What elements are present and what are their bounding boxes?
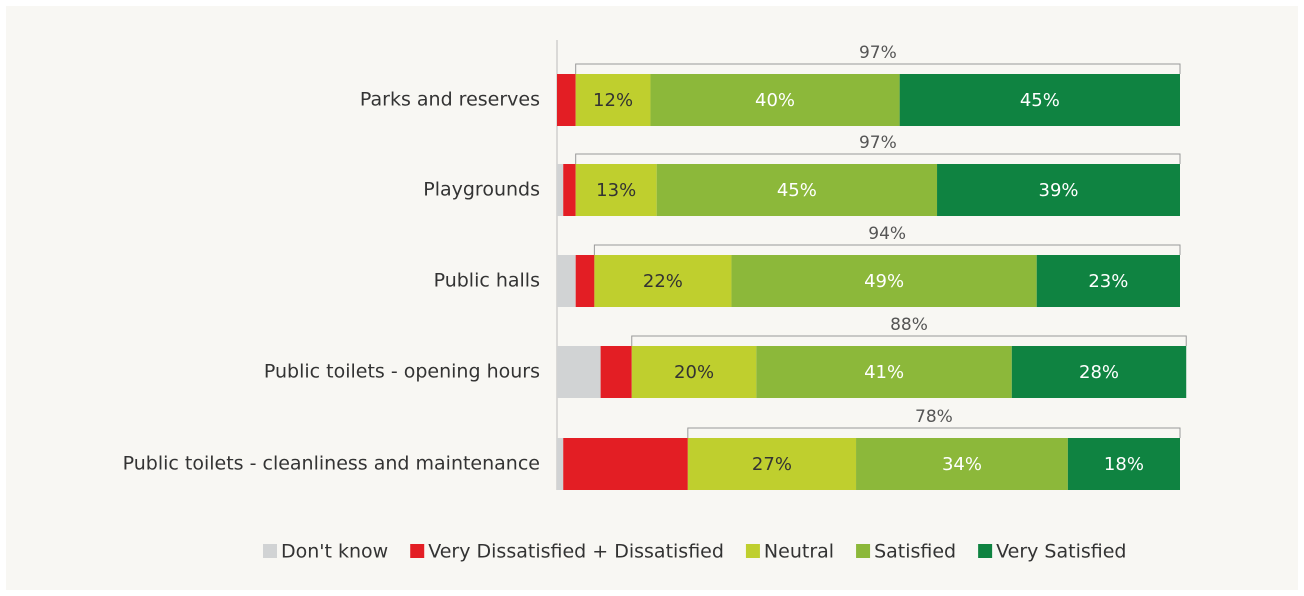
- legend-label: Very Satisfied: [996, 541, 1126, 563]
- bar-segment: [856, 438, 1068, 490]
- total-label: 88%: [890, 315, 928, 335]
- legend-label: Don't know: [281, 541, 388, 563]
- total-bracket: [631, 335, 1187, 346]
- value-label: 13%: [596, 180, 636, 201]
- value-label: 23%: [1088, 271, 1128, 292]
- total-bracket: [687, 427, 1181, 438]
- bar-segment: [557, 74, 576, 126]
- bar-segment: [575, 164, 657, 216]
- total-label: 97%: [859, 43, 897, 63]
- value-label: 41%: [864, 362, 904, 383]
- bar-segment: [600, 346, 632, 398]
- total-label: 97%: [859, 133, 897, 153]
- category-label: Playgrounds: [423, 179, 540, 201]
- legend-swatch: [745, 544, 760, 558]
- value-label: 34%: [942, 454, 982, 475]
- total-bracket: [593, 244, 1181, 255]
- value-label: 45%: [777, 180, 817, 201]
- bar-segment: [575, 74, 651, 126]
- legend-swatch: [978, 544, 993, 558]
- bar-segment: [650, 74, 900, 126]
- bar-segment: [1036, 255, 1180, 307]
- category-label: Public toilets - cleanliness and mainten…: [123, 453, 540, 475]
- bar-segment: [594, 255, 732, 307]
- value-label: 49%: [864, 271, 904, 292]
- bar-segment: [557, 164, 564, 216]
- bar-segment: [731, 255, 1037, 307]
- category-label: Public toilets - opening hours: [264, 361, 540, 383]
- bar-segment: [756, 346, 1012, 398]
- legend-swatch: [856, 544, 871, 558]
- legend-label: Neutral: [764, 541, 834, 563]
- legend-label: Satisfied: [874, 541, 956, 563]
- bar-segment: [937, 164, 1180, 216]
- bar-segment: [563, 164, 576, 216]
- value-label: 18%: [1104, 454, 1144, 475]
- bar-segment: [687, 438, 857, 490]
- value-label: 39%: [1039, 180, 1079, 201]
- legend-label: Very Dissatisfied + Dissatisfied: [428, 541, 724, 563]
- value-label: 12%: [593, 90, 633, 111]
- legend-swatch: [263, 544, 277, 558]
- value-label: 28%: [1079, 362, 1119, 383]
- bar-segment: [557, 346, 601, 398]
- total-bracket: [575, 153, 1181, 164]
- bar-segment: [656, 164, 938, 216]
- value-label: 27%: [752, 454, 792, 475]
- total-label: 94%: [868, 224, 906, 244]
- bar-segment: [631, 346, 757, 398]
- bar-segment: [1011, 346, 1187, 398]
- bar-segment: [557, 438, 564, 490]
- value-label: 45%: [1020, 90, 1060, 111]
- category-label: Parks and reserves: [360, 89, 540, 111]
- total-label: 78%: [915, 407, 953, 427]
- bar-segment: [575, 255, 595, 307]
- total-bracket: [575, 63, 1181, 74]
- category-label: Public halls: [434, 270, 540, 292]
- bar-segment: [557, 255, 576, 307]
- value-label: 40%: [755, 90, 795, 111]
- value-label: 22%: [643, 271, 683, 292]
- bar-segment: [1067, 438, 1180, 490]
- legend-swatch: [410, 544, 425, 558]
- bar-segment: [563, 438, 688, 490]
- value-label: 20%: [674, 362, 714, 383]
- bar-segment: [899, 74, 1180, 126]
